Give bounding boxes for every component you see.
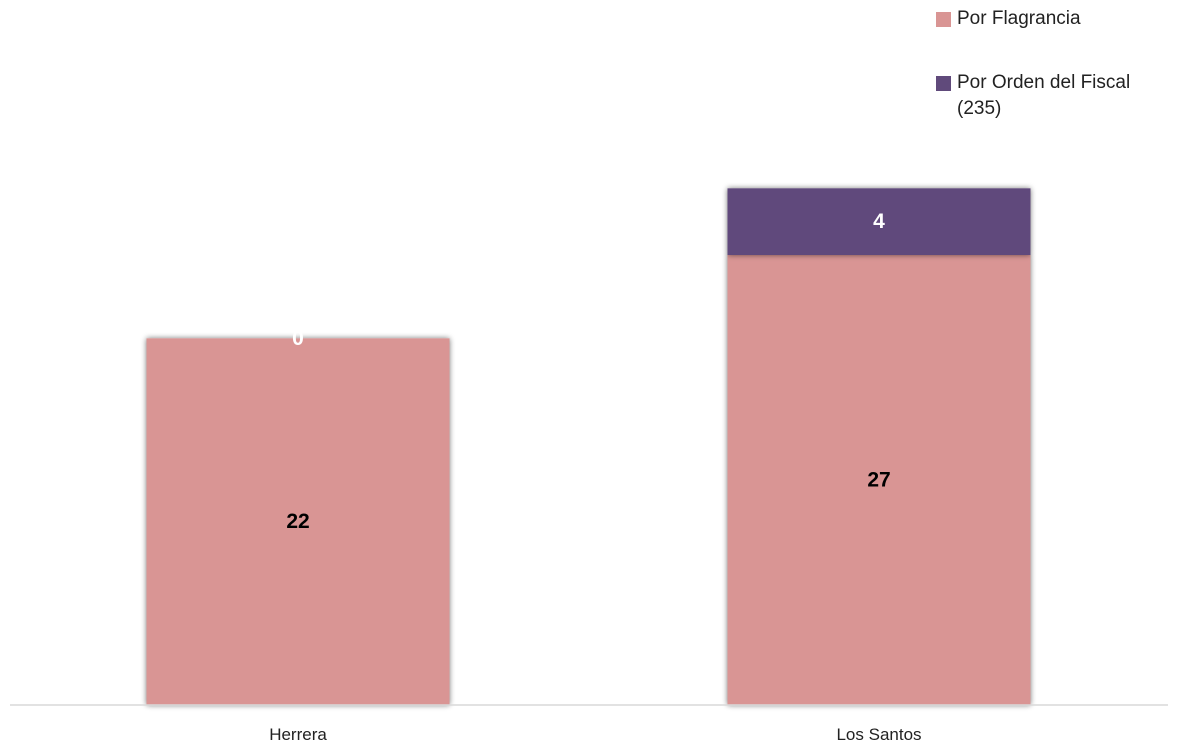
legend-swatch [936,76,951,91]
legend-item: Por Orden del Fiscal (235) [936,70,1176,122]
bar-segment [727,255,1031,705]
data-label: 27 [867,469,890,492]
legend-swatch [936,12,951,27]
labels-group: 22 0 Herrera 27 4 Los Santos [269,210,921,744]
data-label: 4 [873,210,885,233]
x-tick-label: Los Santos [836,725,921,744]
x-tick-label: Herrera [269,725,327,744]
legend: Por Flagrancia Por Orden del Fiscal (235) [936,6,1176,160]
legend-label: Por Flagrancia [957,8,1081,29]
bars-group [146,188,1031,705]
bar-segment [146,338,450,705]
legend-item: Por Flagrancia [936,6,1176,32]
legend-label: Por Orden del Fiscal (235) [957,72,1131,119]
data-label: 0 [292,327,304,350]
data-label: 22 [286,510,309,533]
bar-segment [727,188,1031,255]
